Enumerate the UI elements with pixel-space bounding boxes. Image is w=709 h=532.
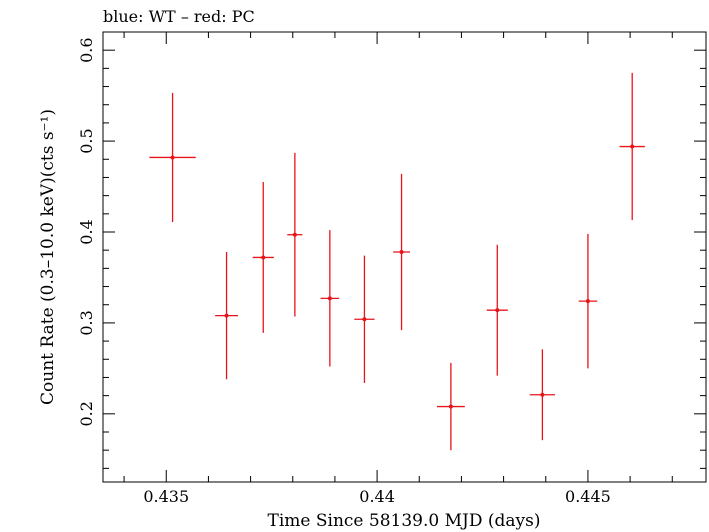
data-point [619, 72, 645, 221]
point-marker [448, 404, 453, 409]
y-tick-label: 0.6 [77, 37, 96, 62]
data-point [149, 92, 196, 222]
data-point [252, 182, 274, 333]
data-point [215, 252, 238, 380]
point-marker [327, 296, 332, 301]
y-tick-label: 0.4 [77, 219, 96, 244]
data-point [529, 349, 556, 441]
data-point [578, 233, 598, 369]
chart-title: blue: WT – red: PC [103, 7, 255, 26]
point-marker [495, 308, 500, 313]
plot-frame [102, 31, 707, 483]
x-tick-label: 0.445 [565, 487, 611, 506]
point-marker [585, 299, 590, 304]
axis-ticks [103, 31, 706, 482]
y-tick-label: 0.3 [77, 310, 96, 335]
point-marker [292, 232, 297, 237]
point-marker [399, 250, 404, 254]
point-marker [540, 392, 545, 397]
point-marker [170, 155, 175, 160]
y-axis-label: Count Rate (0.3–10.0 keV)(cts s⁻¹) [38, 109, 58, 405]
point-marker [362, 317, 367, 322]
y-tick-label: 0.2 [77, 401, 96, 426]
point-marker [261, 255, 266, 260]
tick-labels: 0.435 0.44 0.445 0.2 0.3 0.4 0.5 0.6 [77, 37, 611, 506]
x-tick-label: 0.435 [143, 487, 189, 506]
x-tick-label: 0.44 [359, 487, 395, 506]
point-marker [630, 144, 635, 149]
data-point [486, 244, 508, 376]
x-axis-label: Time Since 58139.0 MJD (days) [268, 511, 541, 531]
data-point [354, 255, 375, 383]
data-points [149, 72, 645, 451]
data-point [436, 362, 465, 451]
point-marker [224, 313, 229, 318]
data-point [393, 173, 410, 331]
data-point [287, 152, 303, 317]
data-point [320, 230, 340, 367]
y-tick-label: 0.5 [77, 128, 96, 153]
